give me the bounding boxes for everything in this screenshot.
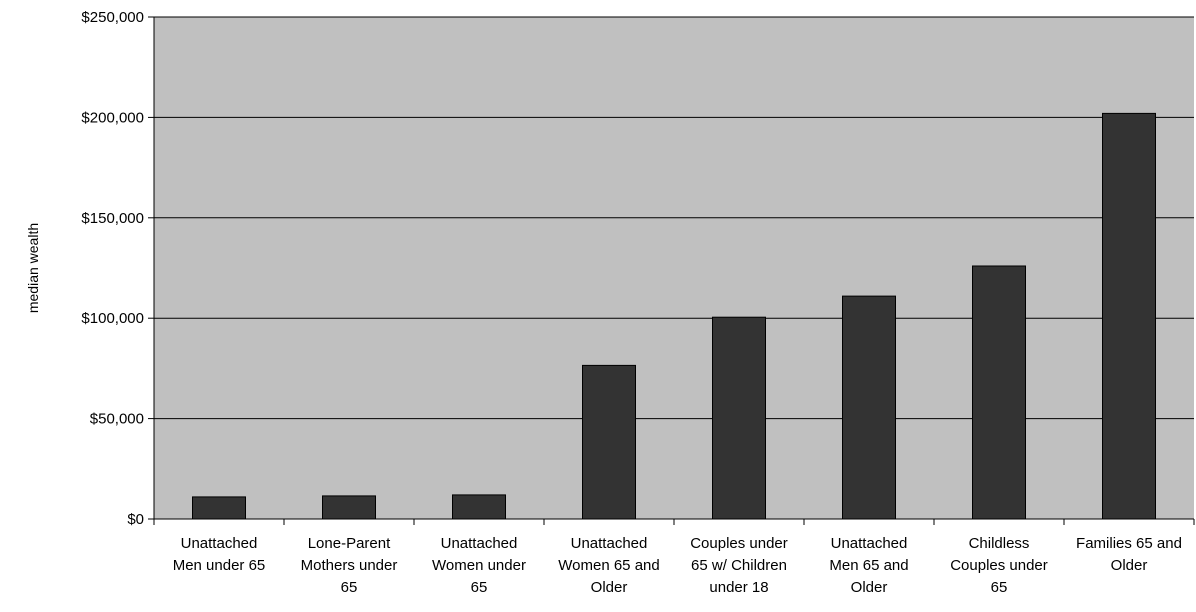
x-tick-label: Unattached Men under 65 (173, 535, 266, 574)
x-tick-label: Unattached Women 65 and Older (558, 535, 659, 596)
y-tick-label: $150,000 (81, 210, 144, 227)
x-tick-labels: Unattached Men under 65 Lone-Parent Mothers… (173, 535, 1182, 596)
bar (712, 316, 766, 520)
bar (972, 265, 1026, 520)
bars (192, 112, 1156, 520)
bar (452, 494, 506, 520)
bar (322, 495, 376, 520)
y-tick-label: $250,000 (81, 9, 144, 26)
bar (192, 496, 246, 520)
x-tick-label: Unattached Men 65 and Older (829, 535, 908, 596)
y-tick-label: $50,000 (90, 411, 144, 428)
axes (148, 16, 1195, 525)
x-tick-label: Families 65 and Older (1076, 535, 1182, 574)
y-axis-title: median wealth (25, 223, 41, 313)
y-tick-label: $100,000 (81, 310, 144, 327)
bar (582, 364, 636, 520)
x-tick-label: Couples under 65 w/ Children under 18 (690, 535, 788, 596)
bar (842, 295, 896, 520)
x-tick-label: Lone-Parent Mothers under 65 (301, 535, 398, 596)
x-tick-label: Childless Couples under 65 (950, 535, 1048, 596)
x-tick-label: Unattached Women under 65 (432, 535, 526, 596)
bar (1102, 112, 1156, 520)
y-tick-label: $0 (127, 511, 144, 528)
y-tick-label: $200,000 (81, 109, 144, 126)
y-tick-labels: $0 $50,000 $100,000 $150,000 $200,000 $250,00… (81, 9, 144, 528)
plot-area (154, 17, 1194, 519)
